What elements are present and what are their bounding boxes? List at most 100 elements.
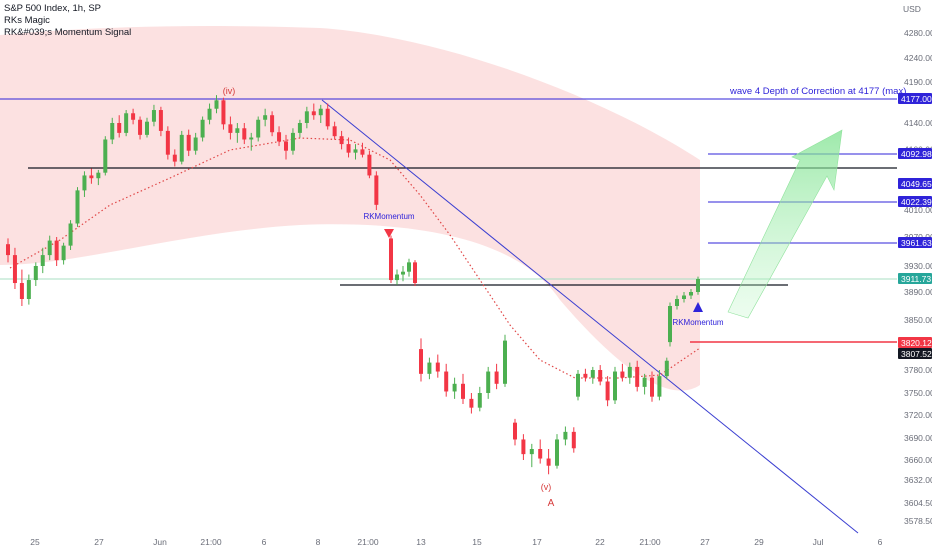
candle-body [346, 144, 351, 153]
price-tag: 3807.52 [898, 348, 932, 359]
candle-body [521, 439, 526, 455]
candle-body [172, 154, 177, 162]
candle-body [193, 137, 198, 151]
candle-body [689, 292, 693, 296]
price-tags: 4177.00 4092.98 4049.65 4022.39 3961.63 3911.… [898, 93, 932, 359]
candle-body [68, 223, 73, 246]
candle-body [494, 371, 499, 384]
y-tick-label: 3750.00 [904, 388, 932, 398]
candle-body [435, 362, 440, 372]
svg-text:4049.65: 4049.65 [901, 179, 932, 189]
candle-body [207, 108, 212, 120]
x-tick-label: 15 [472, 537, 482, 547]
candle-body [555, 439, 559, 466]
y-tick-label: 4190.00 [904, 77, 932, 87]
candle-body [477, 393, 482, 408]
svg-text:4177.00: 4177.00 [901, 94, 932, 104]
candle-body [158, 110, 163, 131]
candle-body [627, 366, 632, 378]
candle-body [249, 137, 254, 140]
candle-body [256, 119, 261, 138]
candle-body [374, 175, 379, 205]
candle-body [576, 373, 580, 397]
candle-body [145, 121, 149, 135]
svg-text:3807.52: 3807.52 [901, 349, 932, 359]
y-tick-label: 3780.00 [904, 365, 932, 375]
candle-body [503, 340, 507, 384]
y-tick-label: 3632.00 [904, 475, 932, 485]
rk-momentum-label-1: RKMomentum [363, 212, 414, 221]
candle-body [401, 271, 405, 275]
x-tick-label: 17 [532, 537, 542, 547]
momentum-dotted-line [9, 137, 701, 379]
wave-a-label: A [548, 498, 555, 509]
candle-body [682, 295, 686, 299]
candle-body [61, 245, 66, 261]
candle-body [33, 266, 38, 281]
candle-body [613, 371, 617, 401]
price-tag: 3911.73 [898, 273, 932, 284]
candle-body [664, 360, 669, 377]
candle-body [263, 115, 268, 120]
candle-body [186, 134, 191, 151]
candle-body [642, 377, 647, 387]
candle-body [131, 113, 136, 120]
y-tick-label: 3930.00 [904, 261, 932, 271]
candle-body [96, 172, 101, 179]
y-tick-label: 3578.50 [904, 516, 932, 526]
candle-body [419, 349, 423, 374]
downtrend-line[interactable] [321, 99, 859, 534]
x-tick-label: 27 [700, 537, 710, 547]
candles [6, 95, 700, 475]
candle-body [110, 123, 115, 140]
candle-body [407, 262, 411, 272]
y-tick-label: 4140.00 [904, 118, 932, 128]
x-axis: 25 27 Jun 21:00 6 8 21:00 13 15 17 22 21:00 27 29 Jul 6 [30, 537, 882, 547]
y-tick-label: 4280.00 [904, 28, 932, 38]
candle-body [277, 132, 282, 142]
wave-v-label: (v) [541, 482, 552, 492]
x-tick-label: Jul [813, 537, 824, 547]
chart-legend: S&P 500 Index, 1h, SP RKs Magic RK&#039;… [4, 3, 131, 39]
currency-label: USD [903, 4, 921, 14]
candle-body [620, 371, 625, 378]
svg-text:3961.63: 3961.63 [901, 238, 932, 248]
candle-body [339, 136, 344, 145]
candle-body [538, 449, 543, 459]
y-tick-label: 3604.50 [904, 498, 932, 508]
candle-body [571, 431, 576, 449]
candle-body [529, 449, 534, 455]
candle-body [413, 262, 417, 284]
candle-body [668, 306, 672, 343]
candle-body [590, 370, 595, 378]
legend-title[interactable]: S&P 500 Index, 1h, SP [4, 3, 102, 14]
x-tick-label: 13 [416, 537, 426, 547]
candle-body [221, 100, 226, 125]
x-tick-label: 27 [94, 537, 104, 547]
candle-body [635, 366, 640, 387]
candle-body [675, 299, 679, 306]
candle-body [82, 175, 87, 191]
candle-body [563, 431, 568, 440]
legend-indicator-2[interactable]: RK&#039;s Momentum Signal [4, 27, 132, 38]
candle-body [165, 130, 170, 155]
candle-body [6, 244, 10, 256]
x-tick-label: 21:00 [639, 537, 661, 547]
wave4-label: wave 4 Depth of Correction at 4177 (max) [729, 86, 906, 97]
y-tick-label: 3660.00 [904, 455, 932, 465]
x-tick-label: 21:00 [357, 537, 379, 547]
candle-body [486, 371, 491, 393]
legend-indicator-1[interactable]: RKs Magic [4, 15, 50, 26]
candle-body [696, 279, 700, 292]
candle-body [47, 240, 52, 256]
x-tick-label: 6 [878, 537, 883, 547]
rk-momentum-label-2: RKMomentum [672, 318, 723, 327]
candle-body [151, 110, 156, 122]
candle-body [26, 280, 31, 299]
candle-body [444, 371, 449, 392]
candle-body [228, 124, 233, 133]
candle-body [598, 370, 603, 382]
candle-body [311, 111, 316, 116]
candle-body [138, 119, 143, 135]
